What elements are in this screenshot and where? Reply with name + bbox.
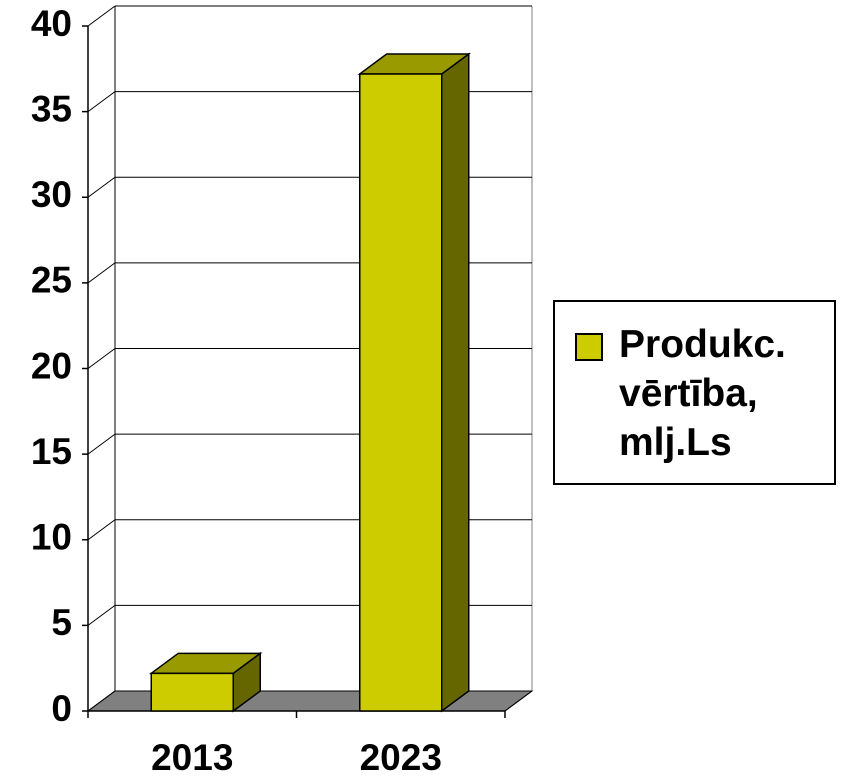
bar-side	[441, 52, 470, 713]
grid-line	[87, 519, 116, 541]
legend-label: Produkc. vērtība, mlj.Ls	[619, 323, 786, 464]
grid-line	[87, 348, 116, 369]
y-tick-label: 5	[51, 602, 72, 643]
y-tick-label: 25	[31, 260, 72, 301]
grid-line	[87, 690, 116, 712]
y-tick-label: 20	[31, 345, 72, 386]
grid-line	[87, 91, 116, 113]
y-tick-label: 15	[31, 431, 72, 472]
grid-line	[87, 604, 116, 626]
x-tick-label: 2013	[151, 737, 233, 778]
bar	[357, 52, 472, 713]
grid-line	[87, 176, 116, 198]
y-tick-label: 0	[51, 688, 72, 729]
bar	[148, 651, 263, 713]
x-axis-end	[504, 690, 533, 712]
grid-line	[87, 5, 116, 27]
grid-line	[87, 433, 116, 455]
legend: Produkc. vērtība, mlj.Ls	[553, 300, 836, 485]
bar-front	[359, 73, 443, 712]
grid-line	[87, 262, 116, 284]
bar-front	[150, 672, 234, 712]
x-tick-label: 2023	[360, 737, 442, 778]
legend-swatch	[575, 333, 603, 361]
y-tick-label: 10	[31, 517, 72, 558]
y-tick-label: 40	[31, 3, 72, 44]
y-tick-label: 30	[31, 174, 72, 215]
y-tick-label: 35	[31, 88, 72, 129]
